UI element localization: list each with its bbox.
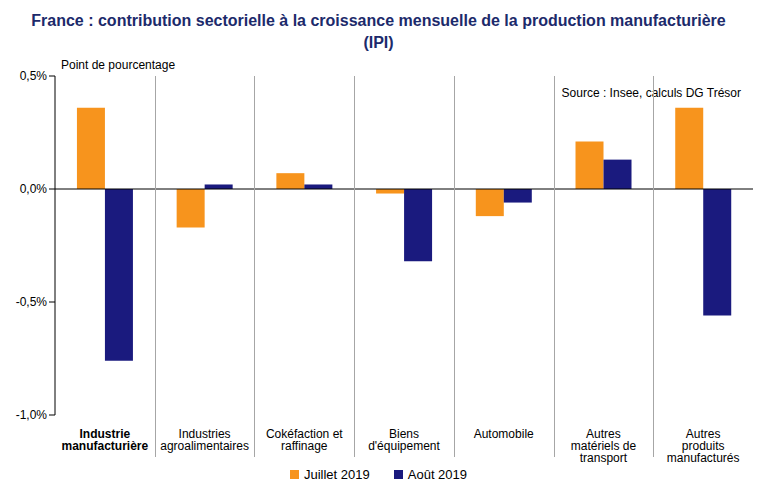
svg-text:Cokéfaction etraffinage: Cokéfaction etraffinage — [266, 427, 343, 453]
svg-text:-0,5%: -0,5% — [16, 295, 48, 309]
html-text:Juillet 2019: Juillet 2019 — [304, 467, 370, 482]
svg-text:0,0%: 0,0% — [20, 182, 48, 196]
svg-text:Industriesagroalimentaires: Industriesagroalimentaires — [160, 427, 249, 453]
svg-text:Industriemanufacturière: Industriemanufacturière — [62, 427, 149, 453]
svg-text:Biensd'équipement: Biensd'équipement — [368, 427, 440, 453]
svg-text:0,5%: 0,5% — [20, 69, 48, 83]
svg-text:-1,0%: -1,0% — [16, 408, 48, 422]
svg-text:Automobile: Automobile — [474, 427, 534, 441]
html-text:Source : Insee, calculs DG Tré: Source : Insee, calculs DG Trésor — [561, 86, 741, 100]
html-text:Point de pourcentage: Point de pourcentage — [61, 58, 176, 72]
html-text:France : contribution sectorie: France : contribution sectorielle à la c… — [31, 12, 726, 51]
svg-text:Autresproduitsmanufacturés: Autresproduitsmanufacturés — [667, 427, 740, 465]
html-text:Août 2019: Août 2019 — [407, 467, 467, 482]
svg-text:Autresmatériels detransport: Autresmatériels detransport — [571, 427, 637, 465]
